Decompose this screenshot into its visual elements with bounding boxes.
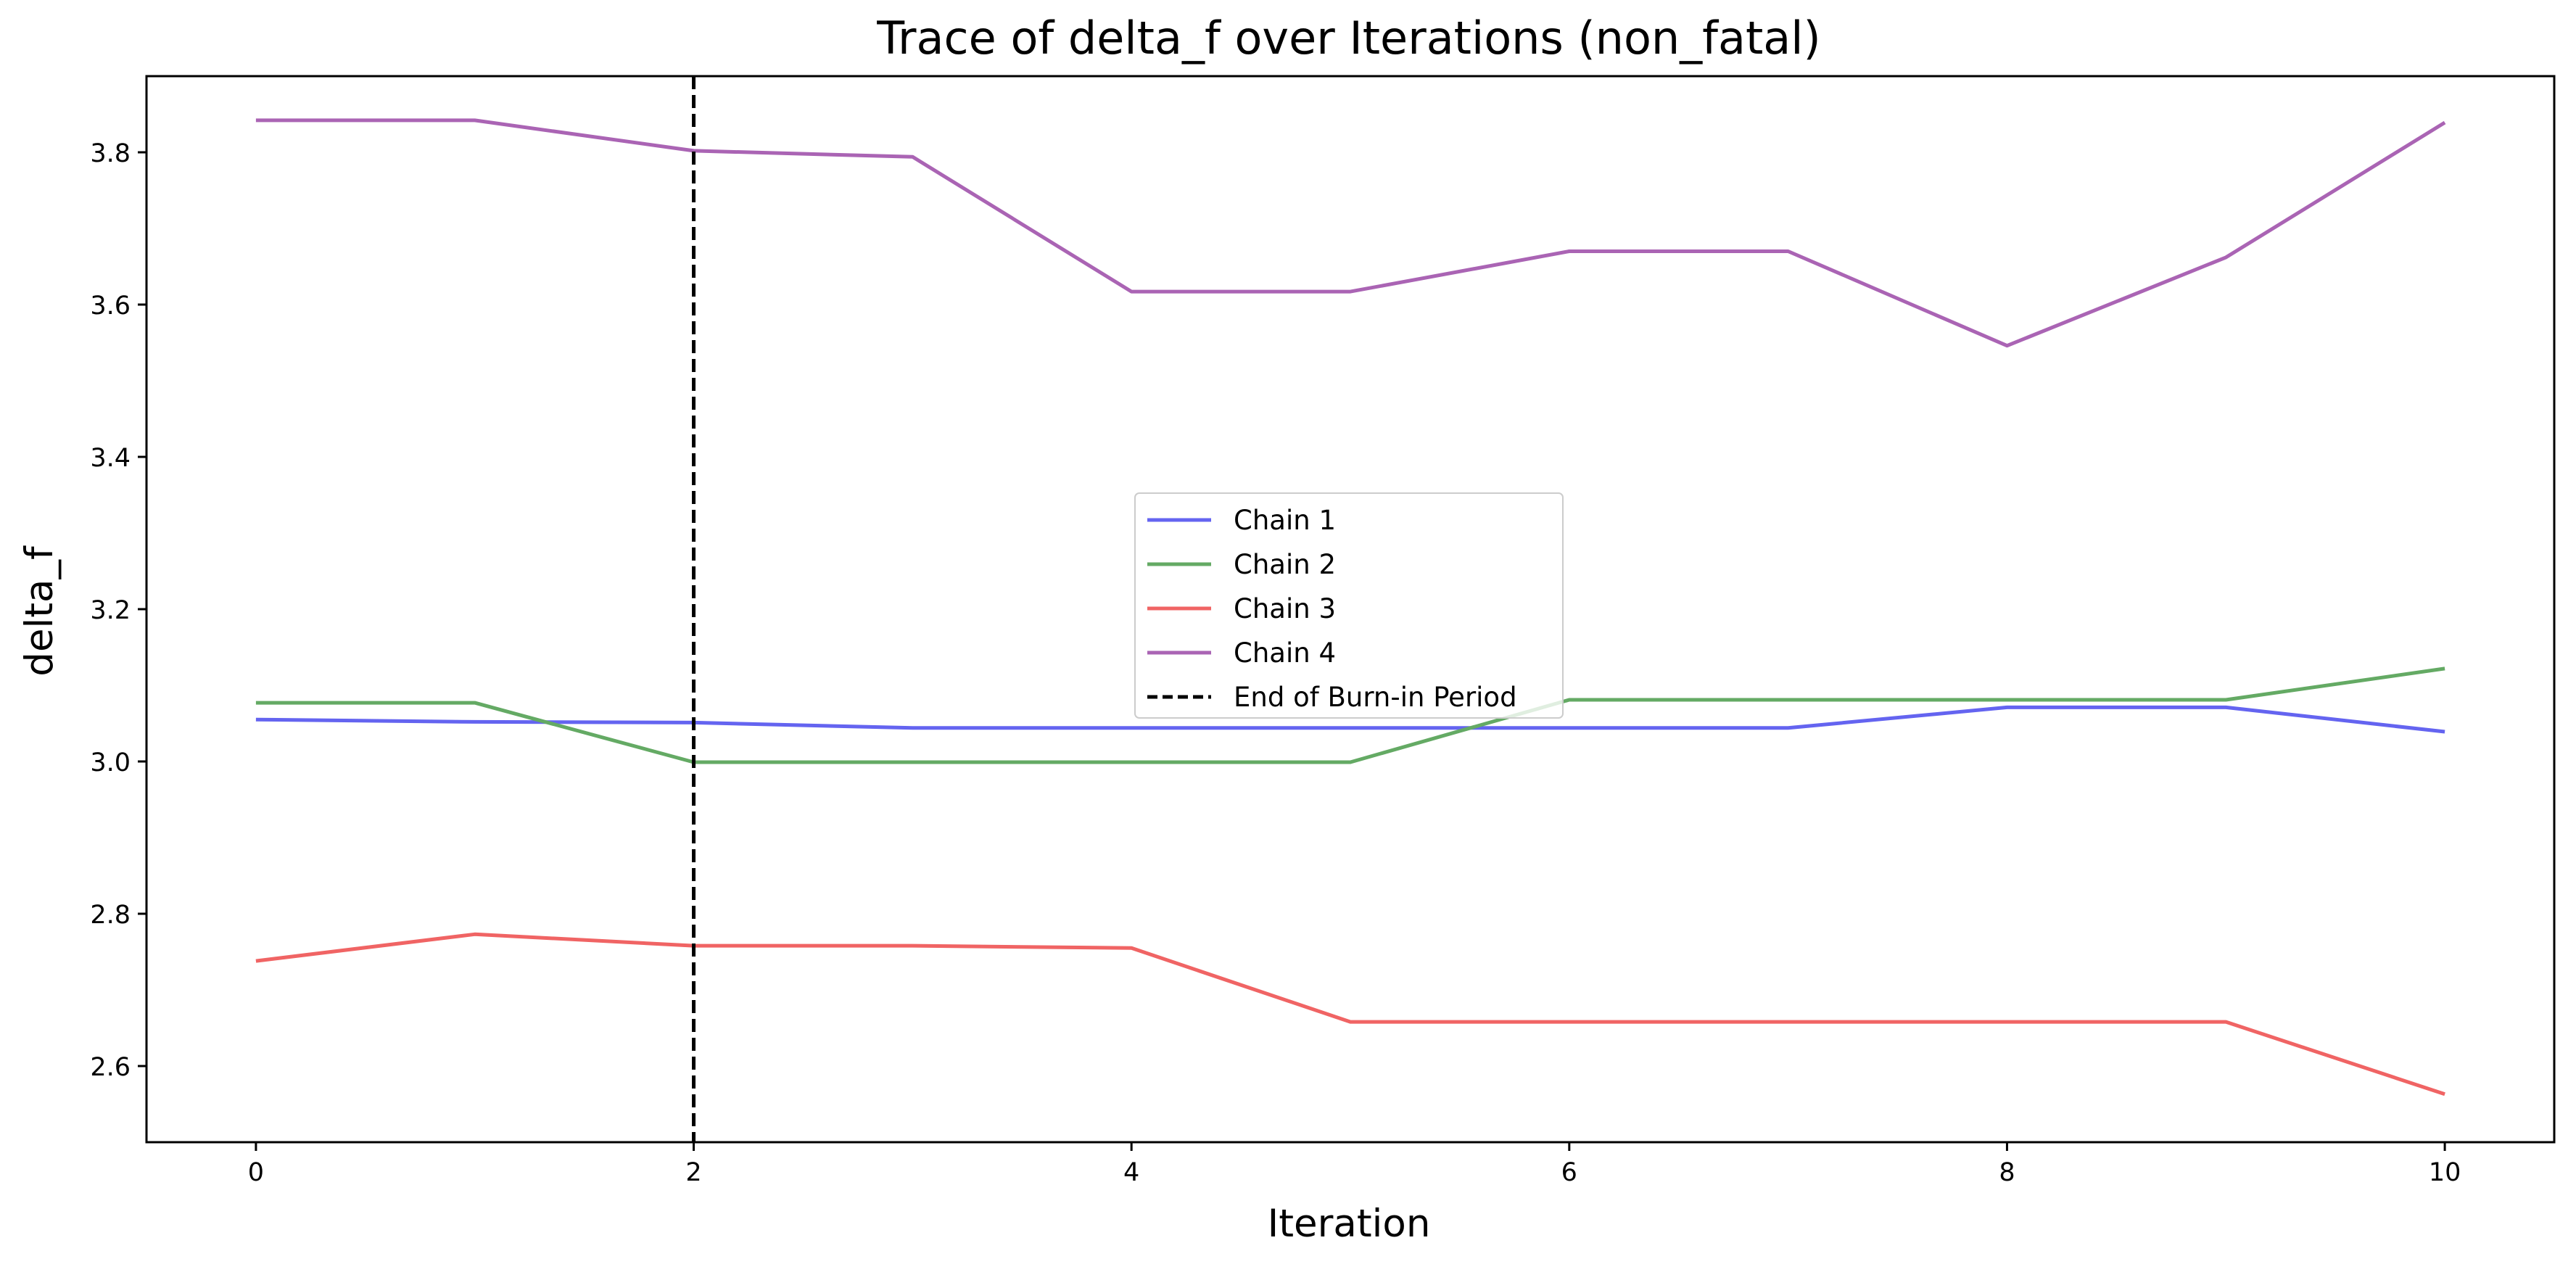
y-tick-label: 3.2 [90, 596, 131, 625]
y-tick-label: 2.8 [90, 901, 131, 930]
y-tick-label: 3.6 [90, 292, 131, 321]
legend-label: Chain 4 [1234, 637, 1336, 669]
x-tick-label: 0 [248, 1158, 264, 1187]
legend-label: Chain 3 [1234, 593, 1336, 624]
y-axis-label: delta_f [17, 545, 62, 677]
legend-label: Chain 2 [1234, 549, 1336, 580]
x-tick-label: 8 [1999, 1158, 2015, 1187]
y-tick-label: 3.0 [90, 748, 131, 777]
plot-area: 0 2 4 6 8 10 2.6 2.8 3.0 3.2 3.4 3.6 3.8 Chain 1 Chain… [90, 75, 2556, 1187]
y-tick-label: 2.6 [90, 1053, 131, 1082]
x-tick-label: 6 [1561, 1158, 1577, 1187]
y-tick-label: 3.4 [90, 444, 131, 473]
legend-label: Chain 1 [1234, 505, 1336, 536]
x-tick-label: 10 [2429, 1158, 2461, 1187]
chart-title: Trace of delta_f over Iterations (non_fa… [876, 12, 1820, 65]
series-line-chain-1 [255, 705, 2445, 734]
series-line-chain-2 [255, 666, 2445, 764]
legend-label: End of Burn-in Period [1234, 682, 1517, 713]
x-tick-label: 2 [685, 1158, 701, 1187]
x-axis-label: Iteration [1268, 1202, 1431, 1246]
x-tick-label: 4 [1123, 1158, 1139, 1187]
series-line-chain-4 [255, 118, 2446, 348]
y-tick-label: 3.8 [90, 139, 131, 168]
legend-box [1134, 492, 1564, 719]
series-line-chain-3 [255, 932, 2445, 1097]
